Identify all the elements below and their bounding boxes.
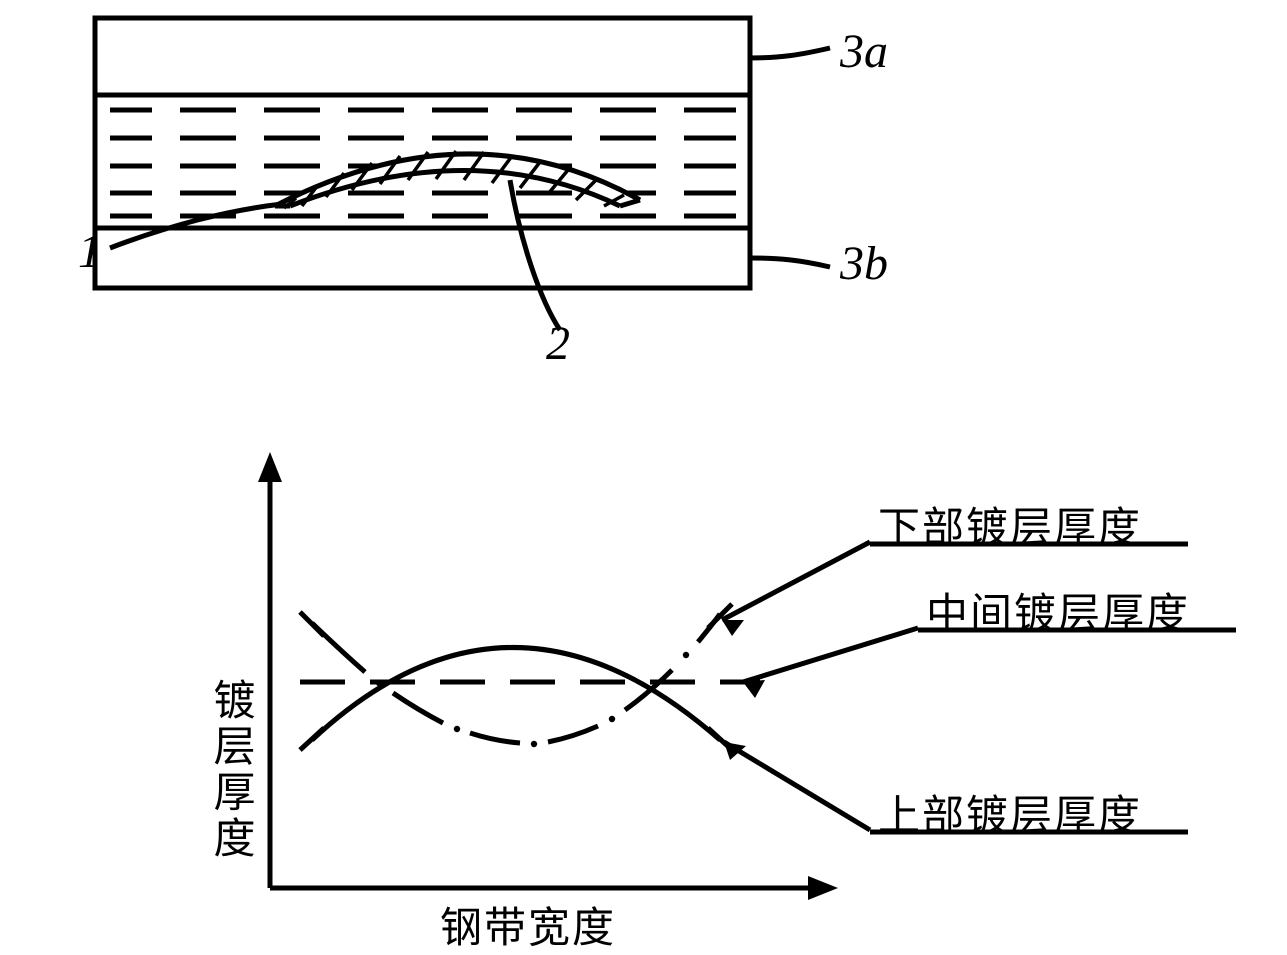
annotation-middle-text: 中间镀层厚度 (926, 580, 1190, 641)
y-axis-label: 镀层厚度 (200, 678, 261, 862)
annotation-lower-text: 下部镀层厚度 (878, 494, 1142, 555)
curve-upper-solid (312, 648, 720, 741)
annotation-upper-text: 上部镀层厚度 (878, 782, 1142, 843)
annotation-arrowheads (722, 620, 765, 760)
x-axis-arrow (808, 876, 838, 900)
curve-lower-dashdot (312, 614, 720, 743)
y-axis-arrow (258, 452, 282, 482)
